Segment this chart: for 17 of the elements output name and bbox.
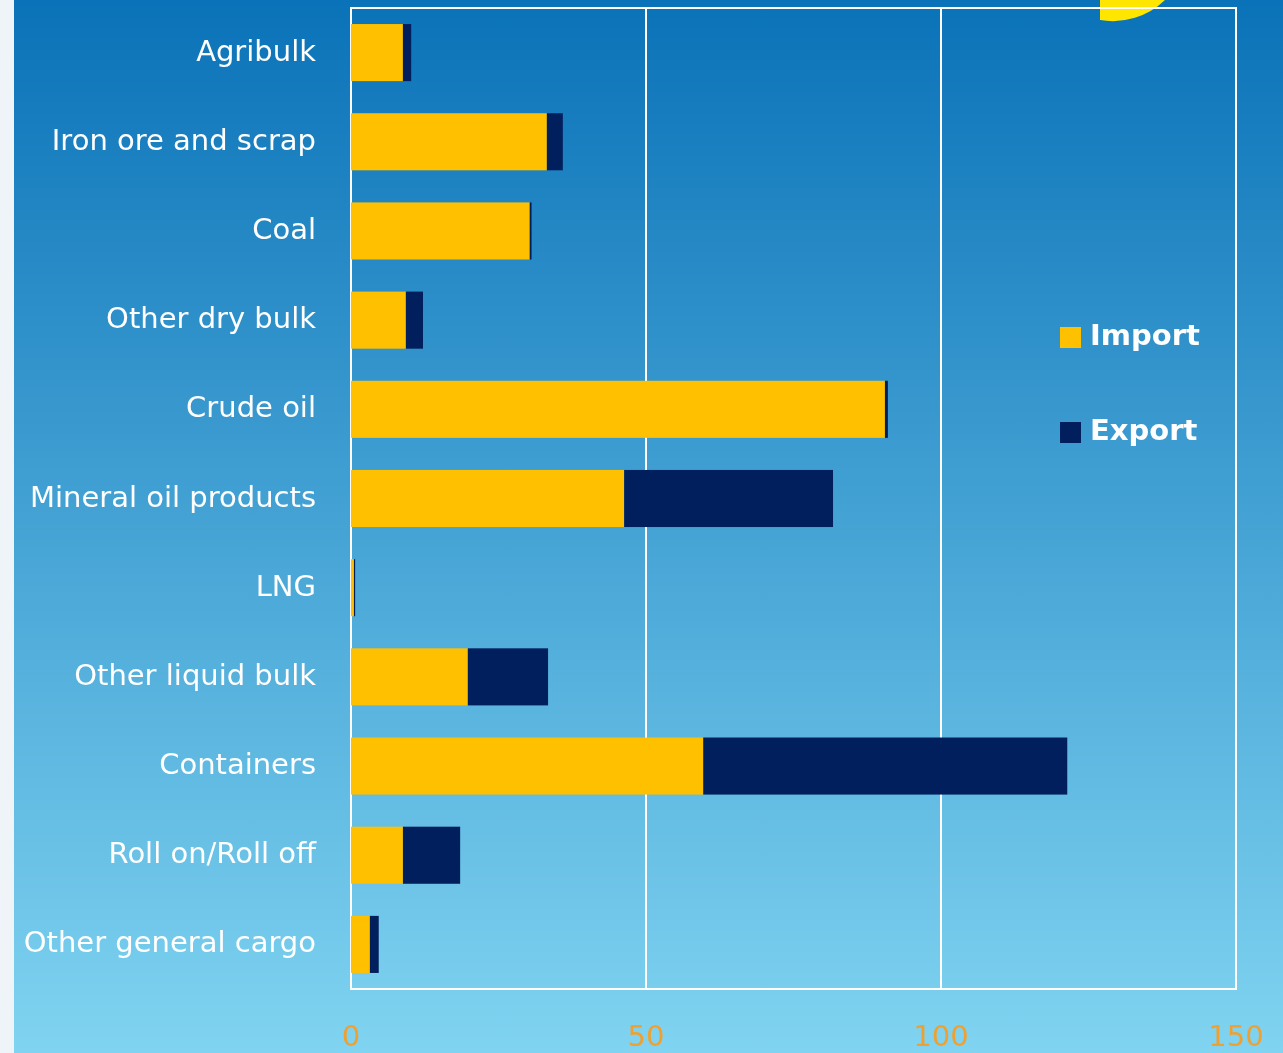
x-tick-label: 100 bbox=[913, 1019, 969, 1053]
x-tick-label: 0 bbox=[341, 1019, 361, 1053]
legend-label: Export bbox=[1090, 413, 1198, 447]
y-tick-label: Other dry bulk bbox=[106, 301, 317, 336]
x-tick-label: 150 bbox=[1208, 1019, 1264, 1053]
y-tick-label: Other general cargo bbox=[23, 925, 316, 960]
y-tick-label: Roll on/Roll off bbox=[108, 836, 318, 871]
y-tick-label: Mineral oil products bbox=[30, 479, 316, 514]
y-tick-label: Agribulk bbox=[196, 33, 317, 68]
y-tick-label: LNG bbox=[255, 568, 316, 603]
legend-label: Import bbox=[1090, 318, 1200, 352]
y-tick-label: Containers bbox=[159, 747, 316, 782]
y-tick-label: Coal bbox=[252, 211, 316, 246]
x-tick-label: 50 bbox=[627, 1019, 665, 1053]
y-tick-label: Crude oil bbox=[186, 390, 316, 425]
y-tick-label: Other liquid bulk bbox=[74, 657, 317, 692]
y-tick-label: Iron ore and scrap bbox=[51, 122, 316, 157]
